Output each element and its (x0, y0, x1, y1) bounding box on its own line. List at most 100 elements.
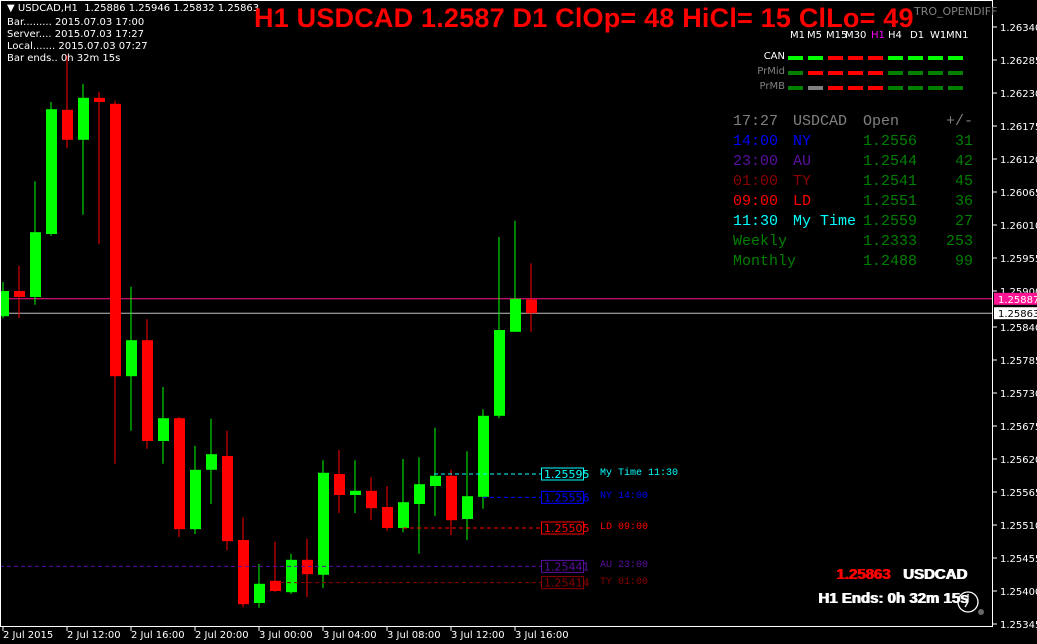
candle (446, 469, 457, 536)
x-tick-label: 2 Jul 16:00 (131, 630, 185, 641)
y-tick-label: 1.25785 (1000, 356, 1037, 367)
table-diff: 36 (954, 193, 973, 210)
timeframe-m5: M5 (807, 30, 822, 41)
signal-cell (828, 56, 843, 60)
symbol-timeframe: USDCAD,H1 (17, 3, 78, 14)
table-name: LD (793, 193, 812, 210)
candle (350, 460, 361, 513)
y-tick-label: 1.25455 (1000, 554, 1037, 565)
signal-cell (868, 56, 883, 60)
table-time: 23:00 (733, 153, 779, 170)
candle-body (110, 103, 121, 377)
candle-body (398, 502, 409, 528)
table-time: 14:00 (733, 133, 779, 150)
candle-body (270, 580, 281, 591)
candle (286, 553, 297, 594)
candle (366, 477, 377, 521)
table-diff: 31 (954, 133, 973, 150)
y-tick-label: 1.25345 (1000, 620, 1037, 631)
candle-body (238, 540, 249, 605)
signal-cell (828, 86, 843, 90)
candle (30, 181, 41, 305)
candle (158, 387, 169, 464)
collapse-triangle-icon[interactable]: ▼ (7, 3, 15, 14)
signal-cell (868, 86, 883, 90)
candle-body (0, 291, 9, 317)
candle-body (286, 559, 297, 593)
table-name: My Time (793, 213, 857, 230)
info-server-time: Server.... 2015.07.03 17:27 (7, 29, 145, 40)
candle (414, 457, 425, 554)
candle (0, 282, 9, 318)
x-tick-label: 2 Jul 2015 (3, 630, 53, 641)
candle-body (126, 340, 137, 377)
candle (382, 486, 393, 531)
table-open: Open (863, 113, 900, 130)
session-level-name: LD 09:00 (600, 522, 649, 533)
timeframe-h4: H4 (888, 30, 902, 41)
signal-cell (888, 86, 903, 90)
session-level-price: 1.25595 (544, 468, 590, 481)
signal-cell (788, 56, 803, 60)
bar-ends-countdown: H1 Ends: 0h 32m 15s (818, 590, 969, 607)
session-level-price: 1.25556 (544, 491, 590, 504)
table-open: 1.2551 (863, 193, 918, 210)
y-tick-label: 1.25675 (1000, 422, 1037, 433)
x-tick-label: 3 Jul 08:00 (387, 630, 441, 641)
signal-row-label: PrMB (759, 81, 785, 92)
indicator-title: H1 USDCAD 1.2587 D1 ClOp= 48 HiCl= 15 Cl… (254, 3, 914, 33)
table-open: 1.2488 (863, 253, 918, 270)
candle-body (62, 109, 73, 140)
y-tick-label: 1.26065 (1000, 188, 1037, 199)
table-name: AU (793, 153, 812, 170)
signal-cell (788, 86, 803, 90)
candle (126, 286, 137, 431)
candle (78, 84, 89, 215)
signal-cell (848, 86, 863, 90)
timeframe-d1: D1 (910, 30, 925, 41)
signal-cell (808, 86, 823, 90)
session-level-box (541, 521, 584, 535)
signal-cell (908, 71, 923, 75)
signal-cell (908, 86, 923, 90)
table-diff: 253 (945, 233, 973, 250)
signal-cell (888, 71, 903, 75)
table-open: 1.2559 (863, 213, 918, 230)
session-level-name: My Time 11:30 (600, 468, 679, 479)
indicator-name: TRO_OPENDIFF (914, 5, 998, 18)
signal-cell (808, 56, 823, 60)
chart-header: ▼ USDCAD,H1 1.25886 1.25946 1.25832 1.25… (7, 3, 259, 14)
y-tick-label: 1.25730 (1000, 389, 1037, 400)
ohlc-values: 1.25886 1.25946 1.25832 1.25863 (84, 3, 260, 14)
signal-cell (908, 56, 923, 60)
candle-body (350, 490, 361, 495)
signal-cell (928, 71, 943, 75)
y-tick-label: 1.25400 (1000, 587, 1037, 598)
current-price: 1.25863 (836, 566, 891, 583)
info-bar-time: Bar......... 2015.07.03 17:00 (7, 17, 145, 28)
table-open: 1.2544 (863, 153, 918, 170)
x-tick-label: 2 Jul 12:00 (67, 630, 121, 641)
candle (46, 102, 57, 236)
candle-body (526, 299, 537, 314)
timeframe-m1: M1 (790, 30, 805, 41)
candle (494, 237, 505, 419)
candle-body (78, 97, 89, 140)
table-name: NY (793, 133, 812, 150)
table-diff: 27 (954, 213, 973, 230)
table-open: 1.2541 (863, 173, 918, 190)
session-level-box (541, 576, 584, 590)
candle-body (222, 456, 233, 542)
candle-body (318, 472, 329, 575)
table-open: 1.2556 (863, 133, 918, 150)
x-tick-label: 3 Jul 12:00 (451, 630, 505, 641)
candle-body (206, 454, 217, 470)
candle (430, 427, 441, 516)
y-tick-label: 1.26340 (1000, 23, 1037, 34)
y-tick-label: 1.25565 (1000, 488, 1037, 499)
signal-cell (948, 86, 963, 90)
timeframe-w1: W1 (930, 30, 947, 41)
signal-row-label: PrMid (757, 66, 785, 77)
candle (526, 263, 537, 332)
